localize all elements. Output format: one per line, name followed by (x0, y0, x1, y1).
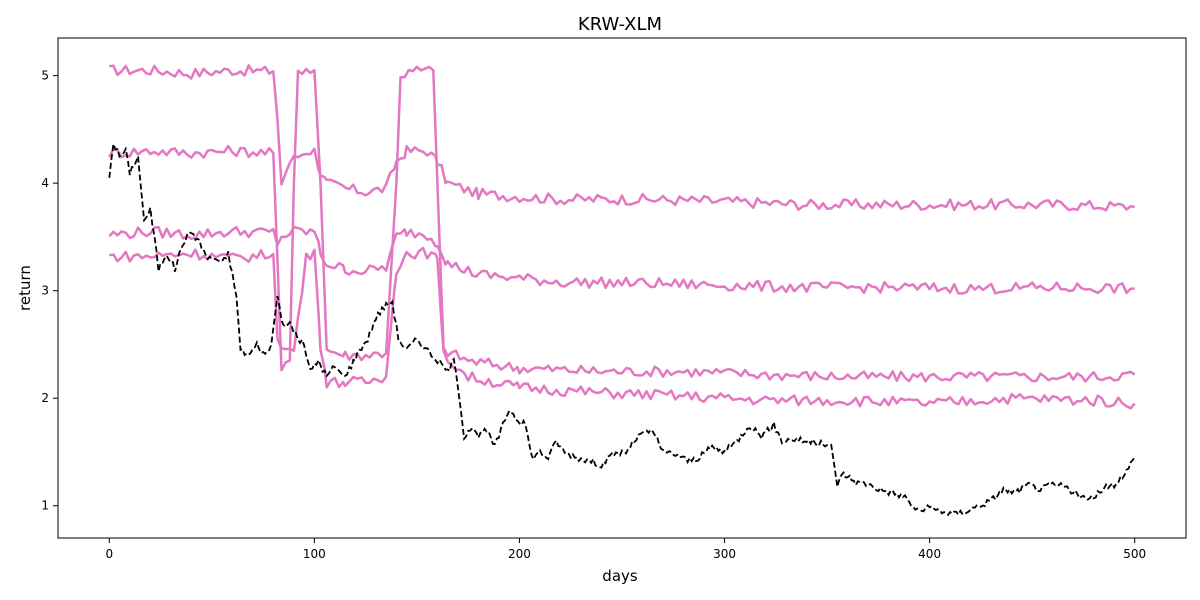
x-tick-label-200: 200 (508, 547, 531, 561)
band-line-4 (109, 246, 1136, 410)
y-tick-label-1: 1 (41, 499, 49, 513)
chart-title: KRW-XLM (578, 14, 662, 35)
price-line (108, 143, 1136, 517)
y-axis-label: return (16, 265, 34, 311)
y-tick-label-2: 2 (41, 391, 49, 405)
y-tick-label-4: 4 (41, 176, 49, 190)
band-line-1 (109, 64, 1135, 212)
x-tick-label-300: 300 (713, 547, 736, 561)
band-line-3 (108, 225, 1135, 295)
ticks-layer: 0 100 200 300 400 500 1 2 3 4 5 (41, 69, 1146, 561)
x-tick-label-0: 0 (105, 547, 113, 561)
plot-area (57, 37, 1187, 539)
band-line-2 (108, 65, 1136, 383)
series-layer (108, 64, 1136, 517)
x-tick-label-400: 400 (918, 547, 941, 561)
x-tick-label-500: 500 (1123, 547, 1146, 561)
y-tick-label-5: 5 (41, 69, 49, 83)
x-tick-label-100: 100 (303, 547, 326, 561)
y-tick-label-3: 3 (41, 284, 49, 298)
x-axis-label: days (602, 567, 638, 585)
